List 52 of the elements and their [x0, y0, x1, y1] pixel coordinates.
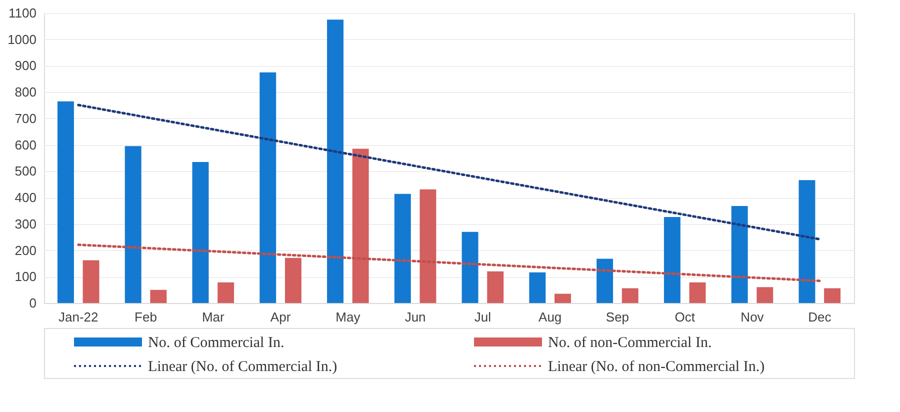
bar	[596, 258, 614, 303]
y-tick-label: 900	[14, 58, 36, 74]
x-tick-label: Dec	[808, 310, 832, 324]
bar	[420, 189, 436, 303]
x-tick-label: Aug	[538, 310, 562, 324]
bar	[529, 272, 546, 303]
bar	[798, 180, 816, 303]
x-tick-label: Sep	[606, 310, 630, 324]
bar	[756, 287, 774, 303]
bar	[260, 72, 276, 303]
bar	[731, 206, 748, 303]
legend-label: Linear (No. of non-Commercial In.)	[548, 359, 765, 375]
y-tick-label: 0	[29, 296, 36, 310]
bar	[462, 232, 478, 303]
legend-label: Linear (No. of Commercial In.)	[148, 359, 338, 375]
x-tick-label: Oct	[674, 310, 696, 324]
x-tick-label: Jan-22	[58, 310, 98, 324]
bar	[284, 258, 302, 303]
y-tick-label: 1100	[8, 6, 36, 20]
x-tick-label: Apr	[270, 310, 292, 324]
x-tick-label: Mar	[202, 310, 226, 324]
y-tick-label: 400	[14, 190, 36, 206]
y-tick-label: 500	[14, 164, 36, 179]
x-tick-label: Nov	[740, 310, 764, 324]
legend-label: No. of non-Commercial In.	[548, 335, 712, 351]
bar	[622, 288, 638, 303]
bar	[82, 260, 100, 303]
bar	[150, 290, 167, 303]
bar	[664, 217, 680, 303]
bar	[352, 148, 369, 303]
y-tick-label: 300	[14, 216, 36, 232]
bar	[394, 194, 411, 303]
y-tick-label: 700	[14, 110, 36, 126]
bar	[554, 294, 571, 303]
bar	[327, 20, 344, 303]
x-tick-label: Jul	[474, 310, 492, 324]
legend-label: No. of Commercial In.	[148, 335, 284, 351]
x-tick-label: Feb	[134, 310, 157, 324]
y-tick-label: 200	[14, 242, 36, 258]
y-tick-label: 600	[14, 137, 36, 152]
bar	[689, 282, 706, 303]
bar	[218, 282, 234, 303]
bar	[192, 162, 209, 303]
y-tick-label: 100	[14, 269, 36, 284]
bar	[824, 288, 841, 303]
x-tick-label: Jun	[404, 310, 426, 324]
y-tick-label: 800	[14, 84, 36, 100]
x-tick-label: May	[336, 310, 361, 324]
bar	[124, 146, 142, 303]
bar	[57, 101, 74, 303]
y-tick-label: 1000	[8, 32, 36, 47]
bar	[487, 271, 504, 303]
